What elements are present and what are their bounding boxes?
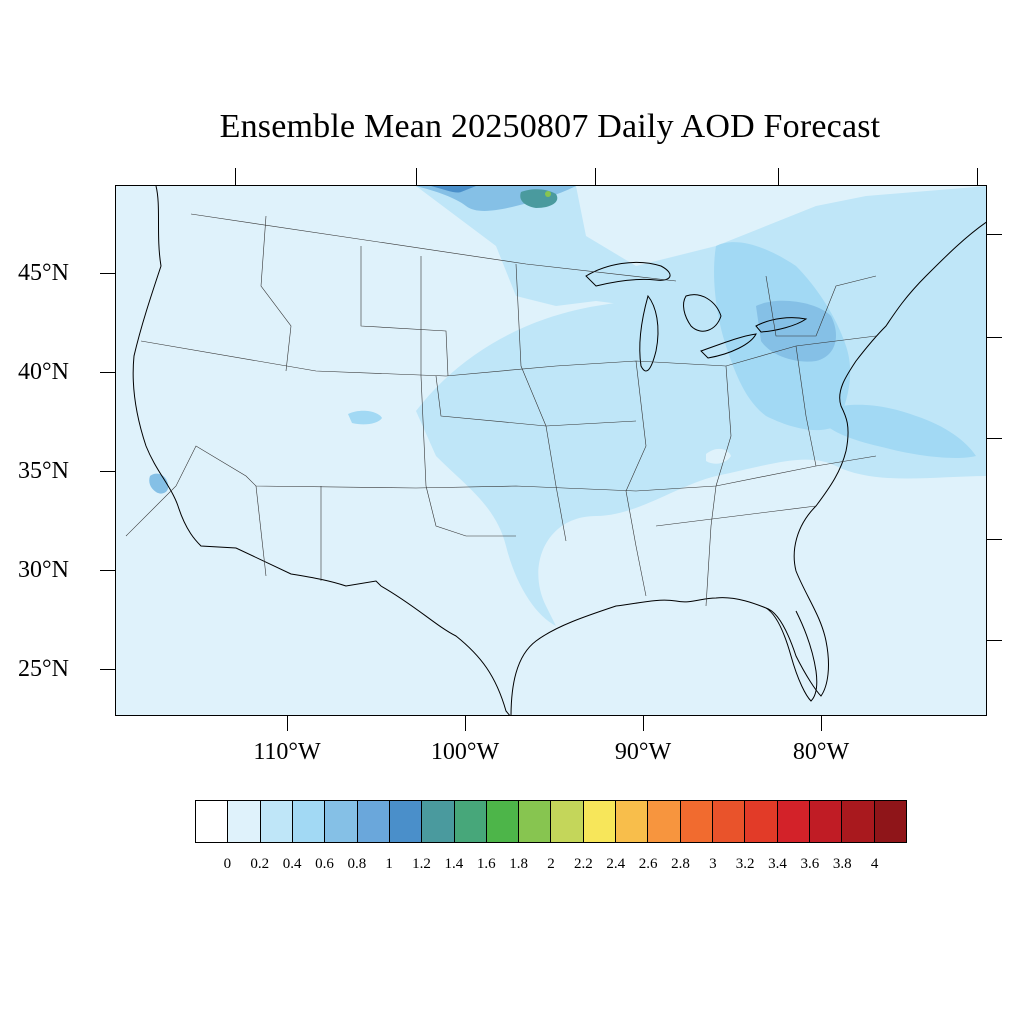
aod-plume-canada-peak <box>545 191 551 197</box>
lat-label-35n: 35°N <box>18 458 69 484</box>
colorbar-swatch <box>713 801 746 842</box>
colorbar-swatch <box>648 801 681 842</box>
lon-tick-top <box>595 168 596 185</box>
aod-hotspot-california <box>149 473 169 494</box>
colorbar-labels: 0 0.2 0.4 0.6 0.8 1 1.2 1.4 1.6 1.8 2 2.2 2.4 2.6 2.8 3… <box>195 856 907 876</box>
colorbar-tick-label: 0.8 <box>347 856 367 872</box>
great-lakes-huron <box>683 294 722 332</box>
lon-label-90w: 90°W <box>614 739 672 765</box>
colorbar-tick-label: 1 <box>385 856 393 872</box>
colorbar-swatch <box>874 801 906 842</box>
great-lakes-erie <box>700 333 757 359</box>
aod-band-newyork <box>756 300 836 362</box>
lat-tick-left <box>100 372 115 373</box>
colorbar <box>195 800 907 843</box>
colorbar-tick-label: 0.4 <box>282 856 302 872</box>
lon-tick-top <box>235 168 236 185</box>
colorbar-tick-label: 2.6 <box>638 856 658 872</box>
colorbar-swatch <box>745 801 778 842</box>
lat-tick-left <box>100 570 115 571</box>
colorbar-swatch <box>357 801 390 842</box>
colorbar-swatch <box>422 801 455 842</box>
lon-tick-top <box>416 168 417 185</box>
aod-map <box>115 185 987 716</box>
colorbar-tick-label: 4 <box>870 856 879 872</box>
lon-label-100w: 100°W <box>430 739 500 765</box>
colorbar-tick-label: 2.4 <box>606 856 626 872</box>
colorbar-swatch <box>842 801 875 842</box>
us-outline <box>132 186 986 715</box>
lat-tick-right <box>987 234 1002 235</box>
lon-tick-bottom <box>643 716 644 731</box>
lat-tick-right <box>987 640 1002 641</box>
lat-label-45n: 45°N <box>18 260 69 286</box>
colorbar-swatch <box>551 801 584 842</box>
great-lakes-ontario <box>755 317 808 333</box>
lat-tick-left <box>100 471 115 472</box>
colorbar-tick-label: 1.4 <box>444 856 464 872</box>
lon-tick-bottom <box>287 716 288 731</box>
colorbar-tick-label: 0 <box>223 856 232 872</box>
map-title: Ensemble Mean 20250807 Daily AOD Forecas… <box>219 108 881 145</box>
colorbar-tick-label: 3 <box>709 856 717 872</box>
lat-tick-right <box>987 337 1002 338</box>
colorbar-tick-label: 2.8 <box>671 856 690 872</box>
lon-label-110w: 110°W <box>253 739 321 765</box>
colorbar-swatch <box>389 801 423 842</box>
lat-label-30n: 30°N <box>18 557 69 583</box>
aod-fill-layer <box>149 186 986 626</box>
colorbar-swatch <box>228 801 261 842</box>
lat-tick-left <box>100 669 115 670</box>
colorbar-swatch <box>583 801 617 842</box>
colorbar-tick-label: 1.6 <box>476 856 496 872</box>
state-boundaries-layer <box>125 213 877 607</box>
colorbar-tick-label: 3.6 <box>800 856 820 872</box>
lon-tick-top <box>977 168 978 185</box>
aod-band-plains <box>416 216 986 626</box>
florida <box>765 607 818 702</box>
map-canvas <box>125 186 986 715</box>
colorbar-swatch <box>260 801 293 842</box>
colorbar-tick-label: 0.2 <box>250 856 270 872</box>
colorbar-tick-label: 3.4 <box>768 856 787 872</box>
aod-ohio-valley-clear <box>706 448 731 464</box>
colorbar-tick-label: 3.8 <box>832 856 852 872</box>
colorbar-swatch <box>292 801 326 842</box>
lat-tick-right <box>987 539 1002 540</box>
aod-band-atlantic <box>816 404 976 459</box>
aod-plume-canada-core <box>431 186 476 193</box>
lat-label-25n: 25°N <box>18 656 69 682</box>
colorbar-swatch <box>454 801 487 842</box>
colorbar-swatch <box>680 801 713 842</box>
colorbar-swatch <box>325 801 358 842</box>
colorbar-tick-label: 2.2 <box>573 856 593 872</box>
great-lakes-superior <box>585 261 671 287</box>
colorbar-tick-label: 1.8 <box>509 856 528 872</box>
colorbar-tick-label: 1.2 <box>412 856 431 872</box>
aod-hotspot-colorado <box>348 410 382 425</box>
colorbar-tick-label: 0.6 <box>315 856 334 872</box>
coastline-layer <box>132 186 986 715</box>
colorbar-swatch <box>196 801 229 842</box>
lat-tick-left <box>100 273 115 274</box>
great-lakes-michigan <box>639 294 659 372</box>
colorbar-swatch <box>616 801 649 842</box>
lon-tick-top <box>778 168 779 185</box>
colorbar-swatch <box>519 801 552 842</box>
lon-label-80w: 80°W <box>792 739 850 765</box>
colorbar-swatch <box>777 801 810 842</box>
colorbar-swatch <box>809 801 843 842</box>
aod-band-north <box>416 186 986 306</box>
lat-label-40n: 40°N <box>18 359 69 385</box>
lat-tick-right <box>987 438 1002 439</box>
colorbar-tick-label: 3.2 <box>735 856 755 872</box>
lon-tick-bottom <box>821 716 822 731</box>
colorbar-swatch <box>486 801 520 842</box>
lon-tick-bottom <box>465 716 466 731</box>
colorbar-tick-label: 2 <box>547 856 555 872</box>
